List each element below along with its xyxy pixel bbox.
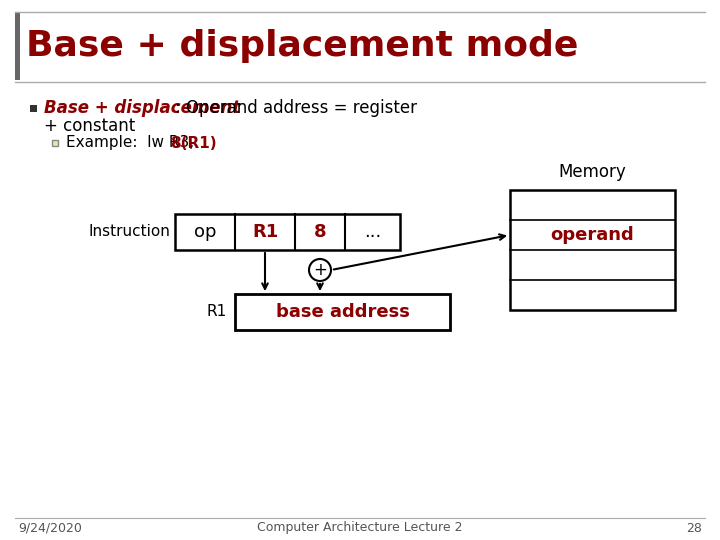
Bar — [15, 12, 20, 80]
Text: Computer Architecture Lecture 2: Computer Architecture Lecture 2 — [257, 522, 463, 535]
Bar — [52, 140, 58, 146]
Text: Instruction: Instruction — [88, 225, 170, 240]
Circle shape — [309, 259, 331, 281]
Text: operand: operand — [551, 226, 634, 244]
Text: Base + displacement mode: Base + displacement mode — [26, 29, 578, 63]
Text: ...: ... — [364, 223, 381, 241]
Text: : Operand address = register: : Operand address = register — [175, 99, 417, 117]
Bar — [30, 105, 37, 112]
Bar — [175, 214, 400, 250]
Bar — [235, 294, 450, 330]
Text: R1: R1 — [207, 305, 227, 320]
Text: 28: 28 — [686, 522, 702, 535]
Text: 8(R1): 8(R1) — [170, 136, 217, 151]
Text: +: + — [313, 261, 327, 279]
Text: Base + displacement: Base + displacement — [44, 99, 240, 117]
Text: Memory: Memory — [559, 163, 626, 181]
Text: Example:  lw R3,: Example: lw R3, — [66, 136, 199, 151]
Text: + constant: + constant — [44, 117, 135, 135]
Text: op: op — [194, 223, 216, 241]
Text: R1: R1 — [252, 223, 278, 241]
Bar — [510, 190, 675, 310]
Text: 8: 8 — [314, 223, 326, 241]
Text: base address: base address — [276, 303, 410, 321]
Text: 9/24/2020: 9/24/2020 — [18, 522, 82, 535]
